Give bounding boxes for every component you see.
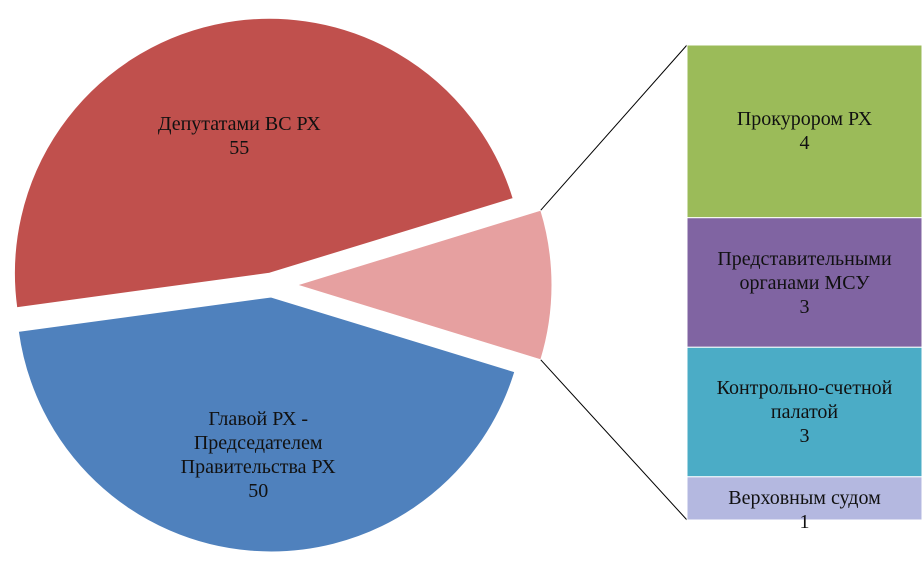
label-text: 3 — [799, 425, 810, 448]
label-text: Депутатами ВС РХ — [157, 113, 321, 136]
label-text: Верховным судом — [728, 487, 881, 510]
segment-label: Прокурором РХ 4 — [687, 71, 922, 191]
connector-line — [540, 359, 688, 521]
label-text: 4 — [799, 132, 810, 155]
label-text: 1 — [799, 511, 810, 534]
slice-label: Депутатами ВС РХ 55 — [144, 76, 334, 196]
label-text: Контрольно-счетной палатой — [716, 377, 893, 424]
slice-label: Главой РХ - Председателем Правительства … — [158, 395, 358, 515]
bar-segment — [686, 346, 923, 478]
label-text: 50 — [248, 479, 269, 502]
pie-slice-other — [295, 209, 553, 361]
bar-segment — [686, 217, 923, 348]
label-text: Главой РХ - Председателем Правительства … — [180, 407, 336, 478]
pie-slice — [17, 296, 516, 553]
segment-label: Верховным судом 1 — [687, 450, 922, 561]
segment-label: Контрольно-счетной палатой 3 — [687, 352, 922, 472]
connector-line — [540, 44, 688, 211]
bar-segment — [686, 44, 923, 219]
pie-slice — [13, 17, 514, 309]
label-text: Представительными органами МСУ — [717, 247, 892, 294]
label-text: 55 — [229, 137, 250, 160]
segment-label: Представительными органами МСУ 3 — [687, 223, 922, 343]
label-text: 3 — [799, 295, 810, 318]
label-text: Прокурором РХ — [736, 108, 873, 131]
bar-segment — [686, 476, 923, 521]
